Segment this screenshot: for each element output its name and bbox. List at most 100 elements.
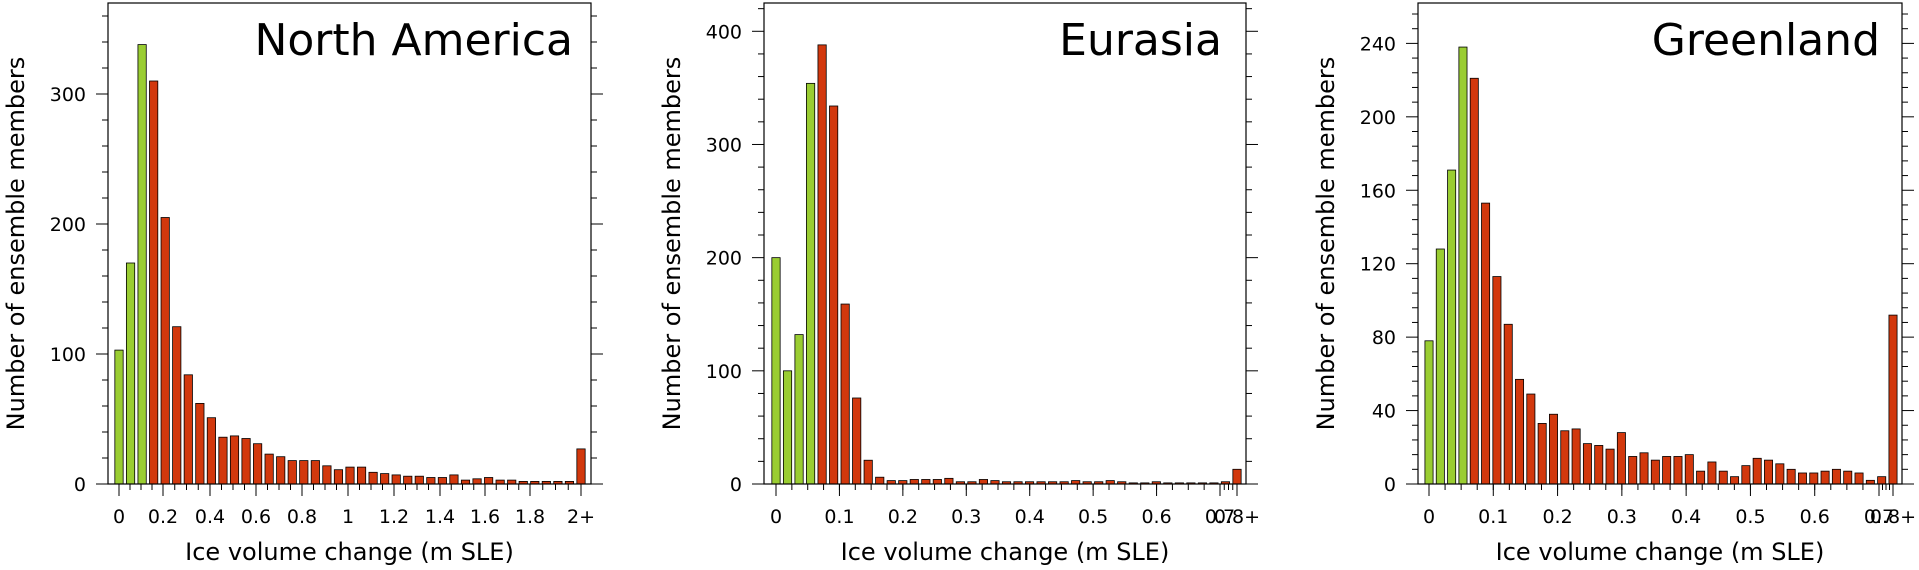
x-tick-label-2: 0.4 bbox=[1671, 506, 1701, 528]
bar-2-25 bbox=[1707, 461, 1717, 485]
y-tick-label-2: 200 bbox=[1360, 107, 1396, 129]
bar-0-15 bbox=[287, 460, 297, 485]
bar-0-16 bbox=[299, 460, 309, 485]
y-tick-label-0: 300 bbox=[50, 84, 86, 106]
bar-0-29 bbox=[449, 474, 459, 485]
bar-2-14 bbox=[1582, 443, 1592, 485]
bar-0-19 bbox=[333, 469, 344, 485]
bar-0-11 bbox=[241, 438, 251, 485]
bar-1-9 bbox=[875, 476, 885, 485]
plot-frame-0 bbox=[107, 2, 592, 485]
plot-frame-2 bbox=[1417, 2, 1903, 485]
bar-0-27 bbox=[426, 477, 436, 485]
bar-2-19 bbox=[1639, 452, 1649, 485]
bar-0-10 bbox=[229, 435, 240, 485]
bar-2-13 bbox=[1571, 428, 1581, 485]
y-tick-label-1: 400 bbox=[706, 21, 742, 43]
x-tick-label-1: 0.7 bbox=[1205, 506, 1235, 528]
x-tick-label-1: 0.4 bbox=[1015, 506, 1045, 528]
bar-2-17 bbox=[1616, 432, 1626, 485]
y-tick-label-2: 240 bbox=[1360, 33, 1396, 55]
y-tick-label-1: 100 bbox=[706, 361, 742, 383]
x-tick-label-0: 1.6 bbox=[470, 506, 500, 528]
y-axis-label-0: Number of ensemble members bbox=[2, 57, 30, 431]
bar-1-3 bbox=[806, 82, 816, 485]
bar-2-35 bbox=[1820, 470, 1830, 485]
bar-2-24 bbox=[1696, 470, 1706, 485]
bar-0-28 bbox=[437, 477, 447, 485]
x-tick-label-0: 1 bbox=[342, 506, 354, 528]
y-tick-label-1: 0 bbox=[730, 474, 742, 496]
y-axis-label-1: Number of ensemble members bbox=[658, 57, 686, 431]
bar-2-36 bbox=[1831, 468, 1841, 485]
bar-0-4 bbox=[160, 217, 170, 485]
bar-2-2 bbox=[1447, 169, 1457, 485]
bar-0-25 bbox=[403, 475, 413, 485]
bar-2-8 bbox=[1515, 378, 1525, 485]
bar-1-18 bbox=[978, 479, 988, 485]
bar-0-20 bbox=[345, 466, 355, 485]
bar-0-3 bbox=[149, 80, 159, 485]
bar-0-1 bbox=[125, 262, 136, 485]
y-axis-label-2: Number of ensemble members bbox=[1312, 57, 1340, 431]
bar-2-11 bbox=[1549, 413, 1558, 485]
x-tick-label-0: 0 bbox=[113, 506, 125, 528]
bar-0-18 bbox=[322, 465, 332, 485]
bar-0-13 bbox=[264, 453, 274, 485]
bar-0-40 bbox=[576, 448, 586, 485]
bar-2-28 bbox=[1741, 465, 1751, 485]
bar-1-6 bbox=[840, 303, 850, 485]
plot-frame-1 bbox=[763, 2, 1247, 485]
bar-2-37 bbox=[1843, 470, 1853, 485]
x-tick-label-2: 0.2 bbox=[1542, 506, 1572, 528]
bar-2-12 bbox=[1560, 430, 1570, 485]
y-tick-label-0: 100 bbox=[50, 344, 86, 366]
y-tick-label-0: 0 bbox=[74, 474, 86, 496]
x-tick-label-0: 0.8 bbox=[287, 506, 317, 528]
bar-2-33 bbox=[1797, 472, 1807, 485]
y-tick-label-2: 160 bbox=[1360, 180, 1396, 202]
bar-2-5 bbox=[1481, 202, 1491, 485]
x-tick-label-0: 1.4 bbox=[425, 506, 455, 528]
bar-0-14 bbox=[276, 456, 286, 485]
x-tick-label-2: 0.1 bbox=[1478, 506, 1508, 528]
bar-2-7 bbox=[1503, 323, 1513, 485]
bar-0-22 bbox=[368, 471, 378, 485]
bar-1-12 bbox=[909, 479, 919, 485]
bar-0-23 bbox=[380, 473, 390, 485]
x-axis-label-0: Ice volume change (m SLE) bbox=[185, 538, 514, 566]
x-tick-label-1: 0.5 bbox=[1078, 506, 1108, 528]
panel-title-2: Greenland bbox=[1652, 15, 1880, 66]
bar-0-9 bbox=[218, 436, 228, 485]
bar-2-15 bbox=[1594, 445, 1604, 485]
x-axis-label-2: Ice volume change (m SLE) bbox=[1496, 538, 1825, 566]
bar-2-34 bbox=[1809, 472, 1819, 485]
x-tick-label-0: 0.2 bbox=[148, 506, 178, 528]
x-tick-label-2: 0 bbox=[1423, 506, 1435, 528]
y-tick-label-1: 200 bbox=[706, 248, 742, 270]
bar-0-17 bbox=[310, 460, 320, 485]
bar-2-27 bbox=[1730, 476, 1740, 485]
x-tick-label-2: 0.6 bbox=[1800, 506, 1830, 528]
bar-2-38 bbox=[1854, 472, 1864, 485]
y-tick-label-2: 40 bbox=[1372, 401, 1396, 423]
bar-1-8 bbox=[863, 459, 873, 485]
y-tick-label-2: 0 bbox=[1384, 474, 1396, 496]
x-tick-label-0: 2+ bbox=[567, 506, 595, 528]
bar-0-32 bbox=[484, 477, 494, 485]
bar-1-5 bbox=[829, 105, 839, 485]
bar-2-0 bbox=[1424, 340, 1434, 485]
bar-2-20 bbox=[1650, 459, 1660, 485]
bar-2-29 bbox=[1752, 457, 1762, 485]
x-tick-label-1: 0.1 bbox=[824, 506, 854, 528]
bar-2-4 bbox=[1469, 77, 1479, 485]
bar-2-21 bbox=[1662, 456, 1672, 485]
y-tick-label-2: 120 bbox=[1360, 254, 1396, 276]
bar-0-0 bbox=[114, 349, 124, 485]
bar-0-21 bbox=[356, 466, 367, 485]
x-tick-label-0: 1.2 bbox=[379, 506, 409, 528]
bar-2-41 bbox=[1888, 314, 1898, 485]
bar-2-22 bbox=[1673, 456, 1683, 485]
bar-1-7 bbox=[852, 397, 862, 485]
